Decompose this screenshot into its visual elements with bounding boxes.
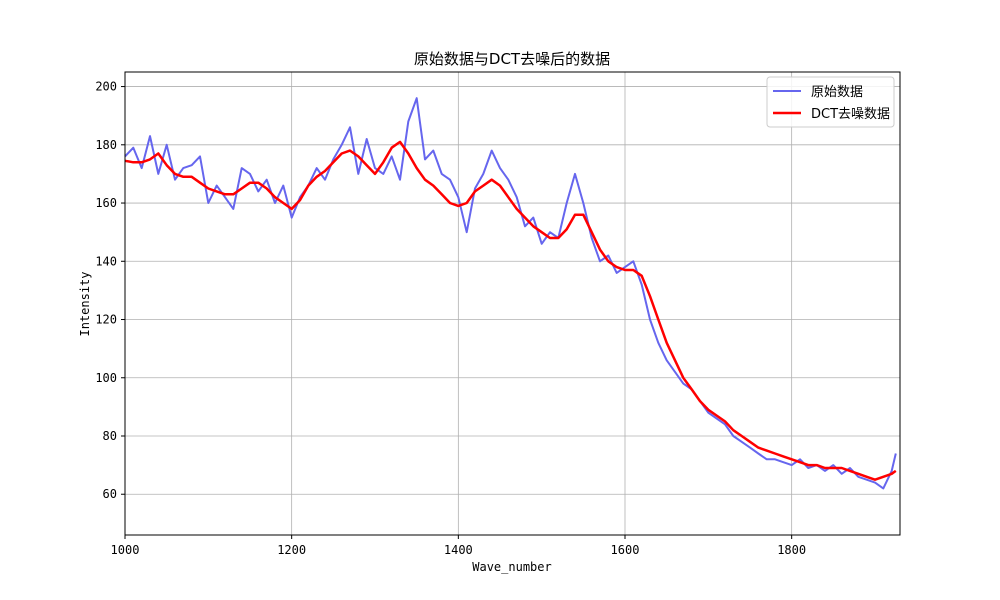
y-tick-label: 180 [95,138,117,152]
ticks: 1000 1200 1400 1600 1800 60 80 100 120 140 160 180 2… [95,80,806,557]
y-tick-label: 160 [95,196,117,210]
x-axis-label: Wave_number [472,560,551,574]
x-tick-label: 1800 [777,543,806,557]
x-tick-label: 1000 [111,543,140,557]
legend-box [766,76,895,128]
series-line-denoised [124,140,897,481]
x-tick-label: 1200 [277,543,306,557]
legend-entry-label: DCT去噪数据 [811,107,890,122]
plot-frame [124,71,901,536]
series-layer [124,97,897,490]
y-tick-label: 60 [103,487,117,501]
x-tick-label: 1600 [611,543,640,557]
legend-entry-label: 原始数据 [811,85,863,100]
legend: 原始数据 DCT去噪数据 [766,76,895,128]
y-tick-label: 140 [95,254,117,268]
y-tick-label: 100 [95,371,117,385]
y-axis-label: Intensity [78,271,92,336]
y-tick-label: 200 [95,80,117,94]
y-tick-label: 80 [103,429,117,443]
x-tick-label: 1400 [444,543,473,557]
chart-title: 原始数据与DCT去噪后的数据 [414,50,610,68]
y-tick-label: 120 [95,313,117,327]
